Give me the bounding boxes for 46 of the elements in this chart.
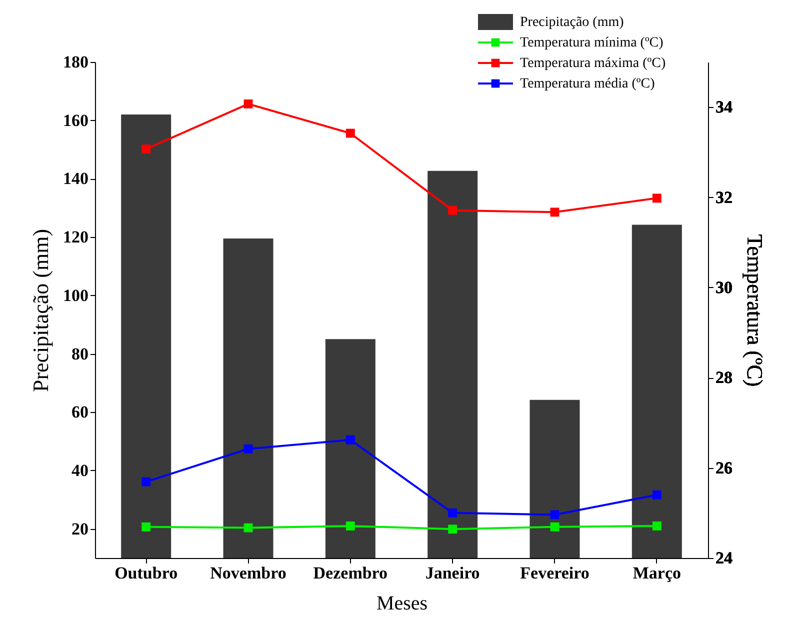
x-axis-title: Meses bbox=[376, 592, 428, 614]
y-tick-label: 40 bbox=[72, 460, 88, 480]
legend-label: Temperatura mínima (ºC) bbox=[520, 36, 664, 50]
x-tick-label: Março bbox=[632, 564, 681, 582]
x-tick-label: Novembro bbox=[210, 564, 286, 582]
point bbox=[550, 522, 560, 532]
y-tick-label: 100 bbox=[63, 286, 88, 305]
y2-tick-label: 26 bbox=[716, 458, 732, 478]
y2-tick-label: 24 bbox=[716, 548, 733, 568]
y-tick-label: 60 bbox=[72, 402, 88, 422]
y-tick-label: 120 bbox=[63, 228, 88, 247]
y-tick-label: 180 bbox=[63, 52, 88, 72]
y2-tick-label: 32 bbox=[716, 188, 732, 207]
point bbox=[244, 444, 253, 454]
x-tick-label: Outubro bbox=[114, 564, 178, 582]
y-axis-title: Precipitação (mm) bbox=[28, 228, 53, 392]
y-tick-label: 160 bbox=[63, 110, 88, 130]
point bbox=[346, 522, 355, 530]
point bbox=[448, 524, 458, 534]
point bbox=[244, 523, 253, 532]
legend-label: Temperatura máxima (ºC) bbox=[520, 56, 666, 71]
point bbox=[346, 128, 355, 138]
point bbox=[448, 508, 458, 518]
point bbox=[550, 208, 560, 217]
point bbox=[550, 510, 560, 520]
point bbox=[448, 206, 458, 215]
y-tick-label: 80 bbox=[72, 344, 88, 364]
point bbox=[652, 194, 662, 203]
y2-tick-label: 30 bbox=[716, 278, 732, 297]
y-tick-label: 20 bbox=[72, 519, 88, 538]
legend-label: Temperatura média (ºC) bbox=[520, 76, 656, 92]
x-tick-label: Fevereiro bbox=[520, 564, 590, 582]
point bbox=[244, 99, 253, 108]
y2-axis-title: Temperatura (ºC) bbox=[742, 234, 768, 387]
y-tick-label: 140 bbox=[63, 169, 88, 188]
point bbox=[142, 477, 151, 486]
point bbox=[142, 522, 151, 532]
x-tick-label: Dezembro bbox=[313, 564, 388, 582]
legend-label: Precipitação (mm) bbox=[520, 15, 624, 30]
point bbox=[142, 144, 151, 154]
point bbox=[346, 435, 355, 444]
point bbox=[652, 490, 662, 500]
y2-tick-label: 34 bbox=[716, 98, 733, 117]
point bbox=[652, 522, 662, 530]
y2-tick-label: 28 bbox=[716, 368, 732, 388]
x-tick-label: Janeiro bbox=[425, 564, 480, 582]
